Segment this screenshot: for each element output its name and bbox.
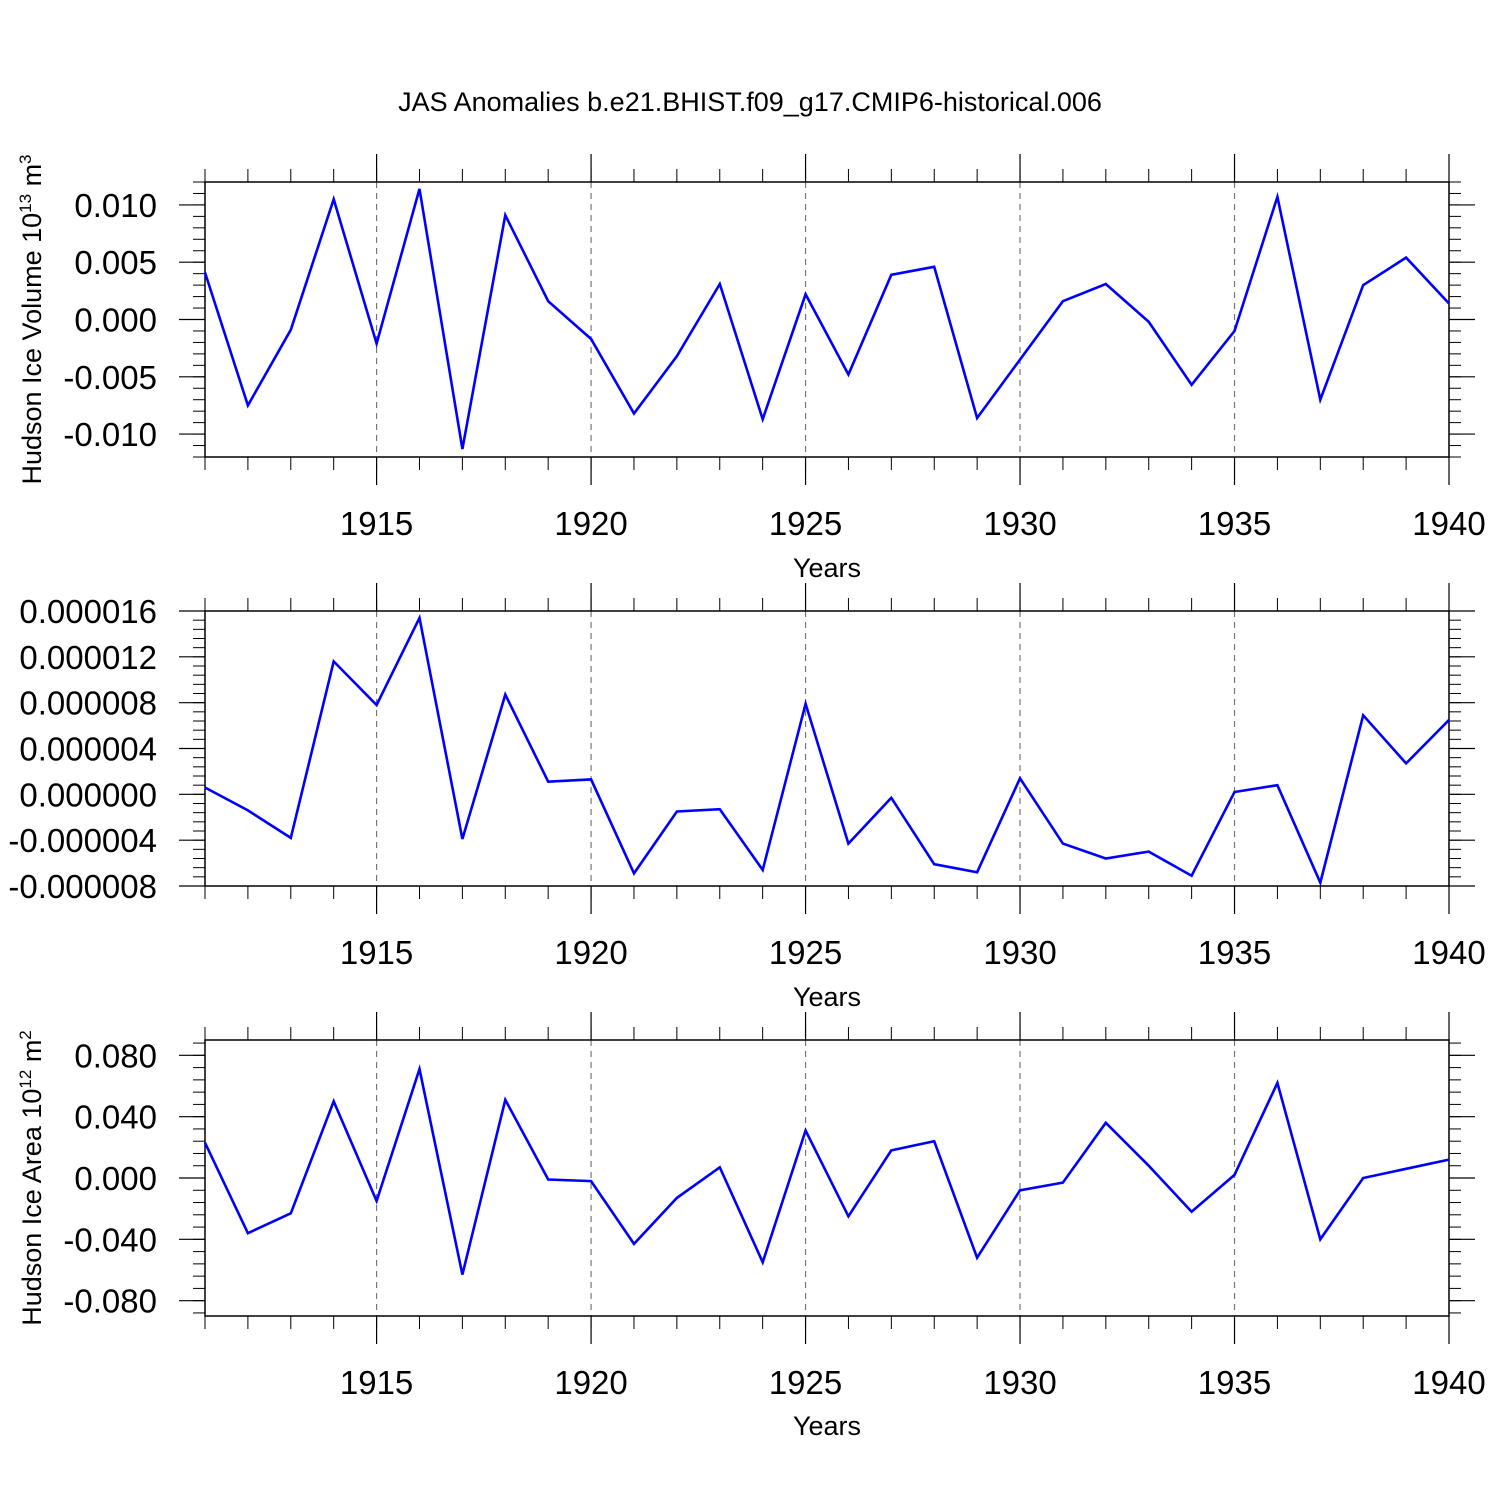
y-tick-label: 0.000016: [19, 593, 157, 630]
x-tick-label: 1925: [769, 505, 842, 542]
y-tick-label: 0.005: [74, 244, 157, 281]
x-tick-label: 1935: [1198, 505, 1271, 542]
plot-frame: [204, 1039, 1450, 1317]
y-axis-title-unit-exponent: 3: [16, 154, 35, 163]
x-tick-label: 1930: [983, 934, 1056, 971]
y-tick-label: -0.005: [63, 359, 157, 396]
x-tick-label: 1940: [1412, 1364, 1485, 1401]
x-tick-label: 1930: [983, 1364, 1056, 1401]
y-tick-label: -0.000004: [8, 822, 157, 859]
y-tick-label: 0.040: [74, 1099, 157, 1136]
x-tick-label: 1920: [554, 934, 627, 971]
y-tick-label: 0.000: [74, 1160, 157, 1197]
y-axis-title-unit-exponent: 2: [16, 1030, 35, 1039]
y-tick-label: -0.010: [63, 416, 157, 453]
x-tick-label: 1925: [769, 1364, 842, 1401]
panel-ice-volume: 0.010 0.005 0.000 -0.005 -0.010 1915 1920 1925 1…: [16, 154, 1486, 583]
plot-frame: [204, 610, 1450, 887]
series-line-ice-area: [203, 1064, 1450, 1275]
x-tick-label: 1940: [1412, 934, 1485, 971]
y-tick-label: 0.000004: [19, 731, 157, 768]
x-tick-label: 1920: [554, 1364, 627, 1401]
y-tick-label: 0.080: [74, 1037, 157, 1074]
panel-ice-area: 0.080 0.040 0.000 -0.040 -0.080 1915 1920 1925 1…: [16, 1012, 1486, 1441]
y-axis-title-text: Hudson Ice Volume 10: [17, 213, 47, 485]
x-tick-label: 1930: [983, 505, 1056, 542]
series-line-ice-thickness: [204, 613, 1450, 887]
y-axis-title: Hudson Ice Volume 1013 m3: [16, 154, 47, 484]
y-axis-title-unit: m: [17, 1040, 47, 1070]
y-axis-title-unit: m: [17, 164, 47, 194]
x-axis-title: Years: [793, 982, 861, 1012]
y-tick-label: 0.000: [74, 302, 157, 339]
y-axis-title-exponent: 12: [16, 1070, 35, 1089]
x-tick-label: 1915: [340, 505, 413, 542]
x-axis-title: Years: [793, 553, 861, 583]
chart-title: JAS Anomalies b.e21.BHIST.f09_g17.CMIP6-…: [398, 87, 1102, 117]
series-line-ice-volume: [203, 188, 1450, 450]
y-tick-label: 0.010: [74, 187, 157, 224]
x-tick-label: 1915: [340, 934, 413, 971]
y-tick-label: 0.000000: [19, 776, 157, 813]
y-tick-label: 0.000012: [19, 639, 157, 676]
x-tick-label: 1940: [1412, 505, 1485, 542]
x-axis-title: Years: [793, 1411, 861, 1441]
x-tick-label: 1920: [554, 505, 627, 542]
y-tick-label: -0.000008: [8, 868, 157, 905]
x-tick-label: 1925: [769, 934, 842, 971]
panel-ice-thickness: 0.000016 0.000012 0.000008 0.000004 0.000000…: [8, 583, 1486, 1012]
y-axis-title-exponent: 13: [16, 194, 35, 213]
y-axis-title: Hudson Ice Area 1012 m2: [16, 1030, 47, 1326]
y-tick-label: -0.080: [63, 1283, 157, 1320]
y-tick-label: 0.000008: [19, 685, 157, 722]
x-tick-label: 1915: [340, 1364, 413, 1401]
x-tick-label: 1935: [1198, 1364, 1271, 1401]
plot-frame: [204, 181, 1450, 458]
y-tick-label: -0.040: [63, 1221, 157, 1258]
x-tick-label: 1935: [1198, 934, 1271, 971]
y-axis-title-text: Hudson Ice Area 10: [17, 1089, 47, 1326]
